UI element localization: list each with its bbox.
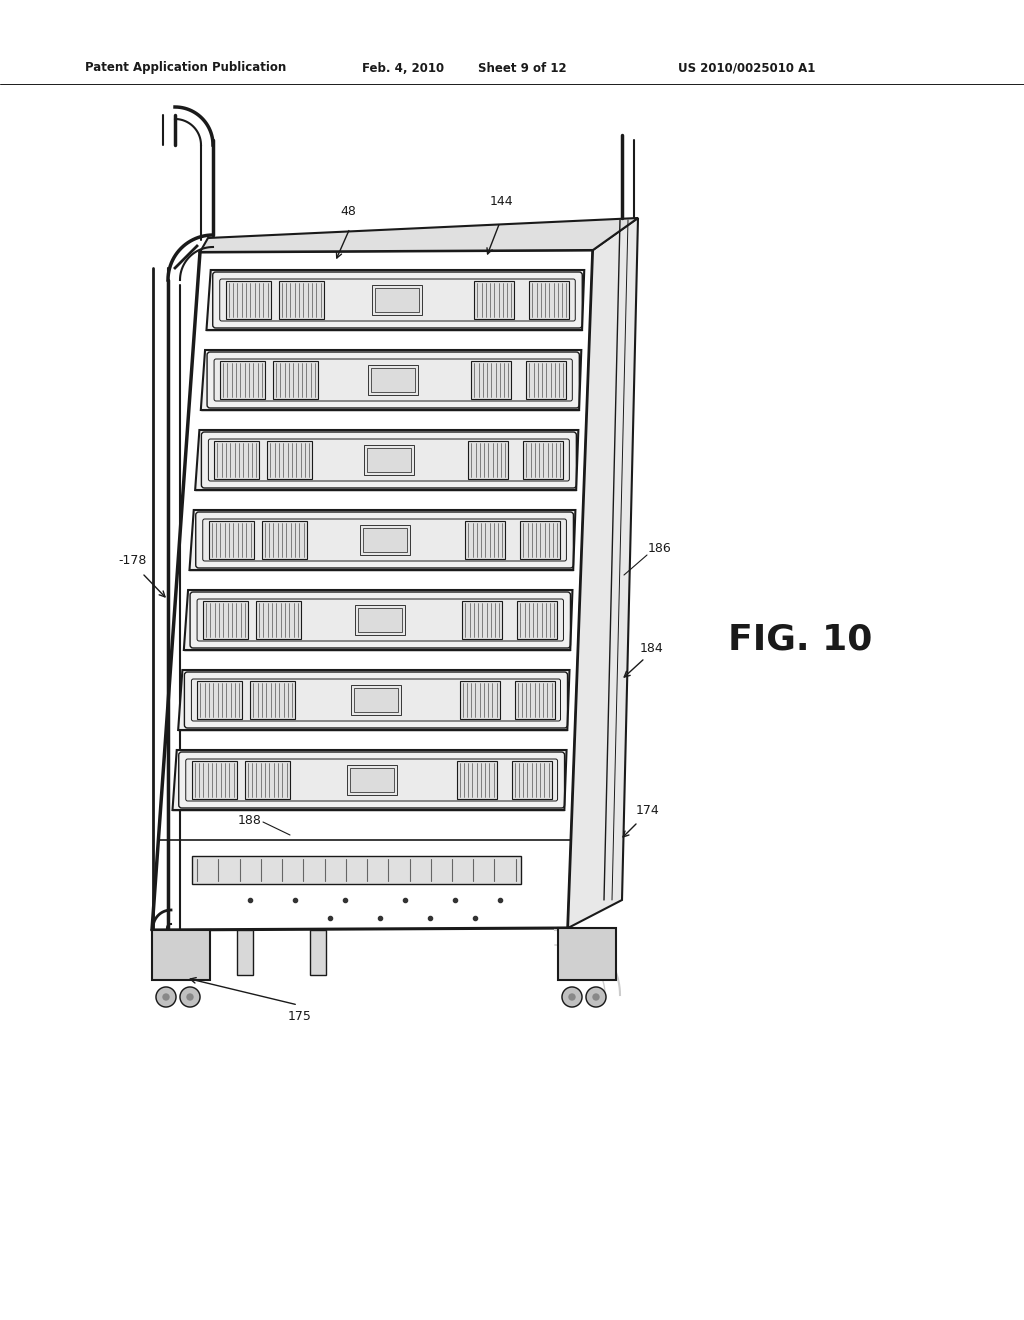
Bar (514, 681, 555, 719)
Circle shape (586, 987, 606, 1007)
Bar (193, 855, 520, 884)
FancyBboxPatch shape (197, 599, 563, 642)
Circle shape (156, 987, 176, 1007)
Bar (474, 281, 514, 319)
Polygon shape (201, 350, 582, 411)
Circle shape (163, 994, 169, 1001)
Circle shape (569, 994, 575, 1001)
Bar (203, 601, 248, 639)
Polygon shape (189, 510, 575, 570)
Bar (152, 931, 210, 979)
Text: Patent Application Publication: Patent Application Publication (85, 62, 287, 74)
FancyBboxPatch shape (220, 279, 575, 321)
Bar (457, 762, 497, 799)
Bar (364, 445, 414, 475)
Bar (367, 447, 411, 473)
Text: US 2010/0025010 A1: US 2010/0025010 A1 (678, 62, 815, 74)
Bar (198, 681, 243, 719)
Circle shape (187, 994, 193, 1001)
Bar (267, 441, 312, 479)
Bar (355, 605, 406, 635)
Bar (273, 360, 318, 399)
Bar (526, 360, 566, 399)
Bar (376, 288, 420, 312)
Polygon shape (207, 271, 585, 330)
FancyBboxPatch shape (214, 359, 572, 401)
Bar (214, 441, 259, 479)
Bar (256, 601, 301, 639)
Bar (523, 441, 563, 479)
Bar (359, 525, 410, 554)
Text: 184: 184 (640, 642, 664, 655)
Bar (262, 521, 307, 558)
Bar (463, 601, 503, 639)
Text: -178: -178 (118, 553, 146, 566)
Polygon shape (568, 218, 638, 928)
Bar (310, 931, 326, 975)
Bar (358, 609, 402, 632)
Circle shape (562, 987, 582, 1007)
Bar (279, 281, 324, 319)
Text: FIG. 10: FIG. 10 (728, 623, 872, 657)
Bar (468, 441, 508, 479)
Bar (520, 521, 560, 558)
Polygon shape (184, 590, 572, 649)
Text: 186: 186 (648, 541, 672, 554)
Polygon shape (196, 430, 579, 490)
Bar (529, 281, 569, 319)
Bar (351, 685, 401, 715)
Bar (371, 368, 415, 392)
FancyBboxPatch shape (185, 759, 557, 801)
FancyBboxPatch shape (191, 678, 560, 721)
Text: 188: 188 (239, 813, 262, 826)
Bar (349, 768, 393, 792)
FancyBboxPatch shape (209, 440, 569, 480)
Bar (369, 366, 418, 395)
Bar (512, 762, 552, 799)
Bar (362, 528, 407, 552)
Bar (225, 281, 270, 319)
Bar (191, 762, 237, 799)
Text: Sheet 9 of 12: Sheet 9 of 12 (478, 62, 566, 74)
Polygon shape (172, 750, 566, 810)
Bar (245, 762, 290, 799)
Text: 144: 144 (490, 195, 514, 209)
Bar (471, 360, 511, 399)
Bar (220, 360, 265, 399)
Text: 174: 174 (636, 804, 659, 817)
Bar (517, 601, 557, 639)
Text: Feb. 4, 2010: Feb. 4, 2010 (362, 62, 444, 74)
Bar (373, 285, 423, 315)
Circle shape (180, 987, 200, 1007)
Polygon shape (178, 671, 569, 730)
Circle shape (593, 994, 599, 1001)
Bar (251, 681, 295, 719)
Text: 175: 175 (288, 1010, 312, 1023)
Bar (354, 688, 398, 711)
Bar (558, 928, 616, 979)
Bar (237, 931, 253, 975)
Bar (209, 521, 254, 558)
Text: 48: 48 (340, 205, 356, 218)
Bar (466, 521, 506, 558)
Bar (460, 681, 500, 719)
Polygon shape (200, 218, 638, 252)
Bar (347, 766, 396, 795)
FancyBboxPatch shape (203, 519, 566, 561)
